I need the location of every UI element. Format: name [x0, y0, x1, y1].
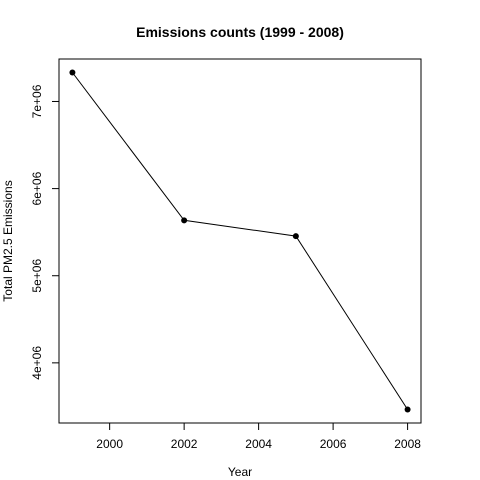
data-points	[69, 69, 411, 413]
y-axis-label: Total PM2.5 Emissions	[1, 180, 15, 301]
x-tick-label: 2000	[96, 437, 123, 451]
y-tick-label: 6e+06	[30, 171, 44, 205]
series-line	[72, 72, 409, 410]
x-tick-label: 2008	[394, 437, 421, 451]
y-axis: 4e+06 5e+06 6e+06 7e+06	[30, 84, 59, 380]
chart-title: Emissions counts (1999 - 2008)	[136, 24, 344, 40]
data-point	[181, 217, 188, 224]
data-point	[404, 406, 411, 413]
x-tick-label: 2006	[320, 437, 347, 451]
data-point	[292, 233, 299, 240]
x-tick-label: 2002	[171, 437, 198, 451]
y-tick-label: 4e+06	[30, 346, 44, 380]
y-tick-label: 7e+06	[30, 84, 44, 118]
y-tick-label: 5e+06	[30, 259, 44, 293]
plot-frame	[58, 58, 422, 424]
x-axis: 2000 2002 2004 2006 2008	[96, 423, 421, 451]
data-point	[69, 69, 76, 76]
x-tick-label: 2004	[245, 437, 272, 451]
x-axis-label: Year	[228, 465, 252, 479]
